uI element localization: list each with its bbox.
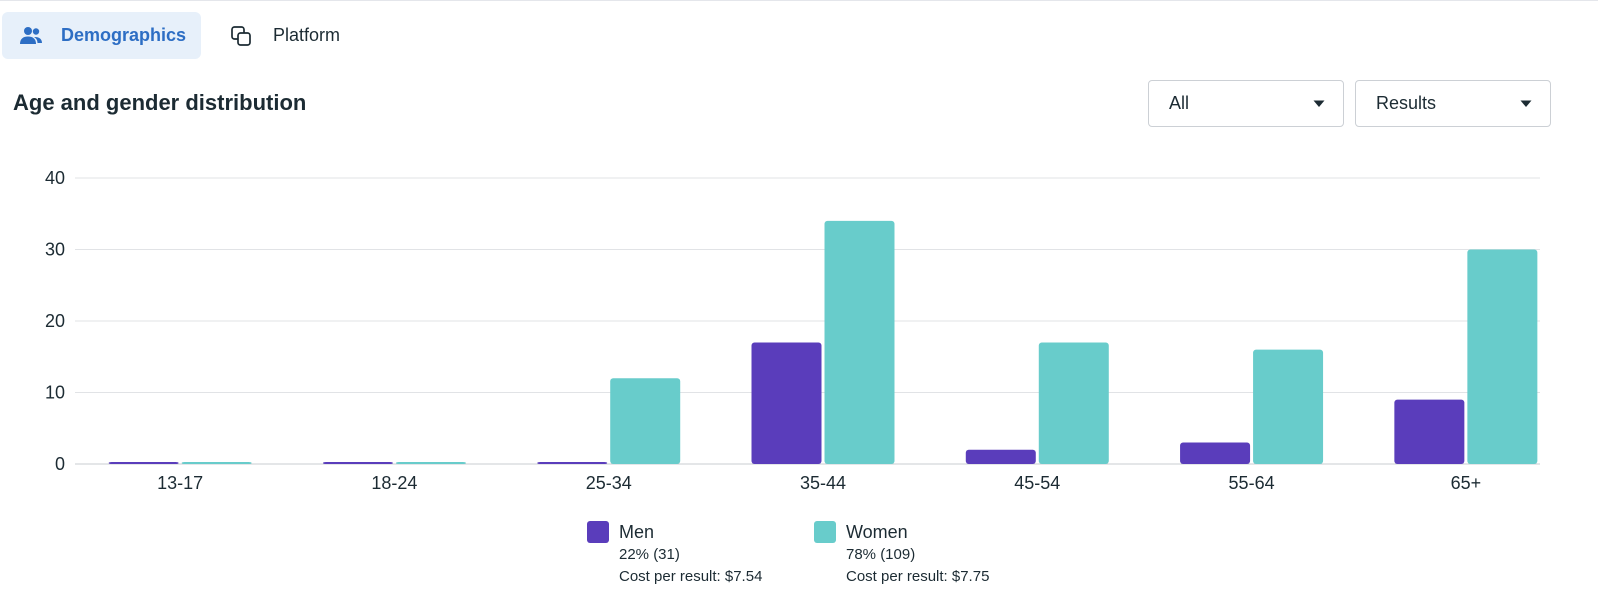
bar-men-25-34[interactable] <box>537 462 608 464</box>
legend-cost: Cost per result: $7.54 <box>619 568 763 585</box>
bars <box>108 220 1538 465</box>
x-tick-label: 45-54 <box>1014 473 1060 493</box>
tab-platform[interactable]: Platform <box>229 12 340 59</box>
y-axis-ticks: 0 10 20 30 40 <box>45 168 65 474</box>
bar-men-18-24[interactable] <box>322 462 393 464</box>
tab-demographics-label: Demographics <box>61 25 187 45</box>
bar-men-55-64[interactable] <box>1180 442 1251 464</box>
legend-swatch-men <box>587 521 609 543</box>
x-tick-label: 55-64 <box>1229 473 1275 493</box>
audience-dropdown[interactable]: All <box>1148 80 1344 127</box>
section-title: Age and gender distribution <box>13 90 307 115</box>
bar-men-35-44[interactable] <box>751 342 822 464</box>
bar-men-45-54[interactable] <box>965 449 1036 464</box>
legend-share: 22% (31) <box>619 546 680 563</box>
bar-women-18-24[interactable] <box>395 462 466 464</box>
bar-women-45-54[interactable] <box>1038 342 1109 464</box>
legend-share: 78% (109) <box>846 546 916 563</box>
bar-women-65+[interactable] <box>1467 249 1538 465</box>
legend-swatch-women <box>814 521 836 543</box>
bar-women-35-44[interactable] <box>824 220 895 464</box>
y-tick-label: 0 <box>55 454 65 474</box>
bar-women-25-34[interactable] <box>610 378 681 464</box>
metric-dropdown[interactable]: Results <box>1355 80 1551 127</box>
bar-women-55-64[interactable] <box>1253 349 1324 464</box>
x-tick-label: 65+ <box>1451 473 1482 493</box>
layers-icon <box>229 24 253 48</box>
tab-bar: Demographics Platform <box>2 12 340 59</box>
x-axis-ticks: 13-17 18-24 25-34 35-44 45-54 55-64 65+ <box>157 473 1481 493</box>
y-tick-label: 40 <box>45 168 65 188</box>
x-tick-label: 25-34 <box>586 473 632 493</box>
y-tick-label: 10 <box>45 383 65 403</box>
people-icon <box>19 24 43 48</box>
age-gender-bar-chart: 0 10 20 30 40 13-17 18-24 25-34 35-44 45-54 55-64… <box>45 168 1540 493</box>
top-divider <box>0 0 1598 1</box>
bar-women-13-17[interactable] <box>181 462 252 464</box>
x-tick-label: 35-44 <box>800 473 846 493</box>
legend-cost: Cost per result: $7.75 <box>846 568 990 585</box>
legend-name: Women <box>846 522 908 542</box>
audience-dropdown-value: All <box>1169 93 1190 113</box>
caret-down-icon <box>1313 95 1325 113</box>
tab-platform-label: Platform <box>273 25 341 45</box>
x-tick-label: 13-17 <box>157 473 203 493</box>
y-tick-label: 30 <box>45 240 65 260</box>
tab-demographics[interactable]: Demographics <box>2 12 201 59</box>
metric-dropdown-value: Results <box>1376 93 1437 113</box>
x-tick-label: 18-24 <box>371 473 417 493</box>
bar-men-65+[interactable] <box>1394 399 1465 464</box>
bar-men-13-17[interactable] <box>108 462 179 464</box>
caret-down-icon <box>1520 95 1532 113</box>
y-tick-label: 20 <box>45 311 65 331</box>
legend-name: Men <box>619 522 655 542</box>
